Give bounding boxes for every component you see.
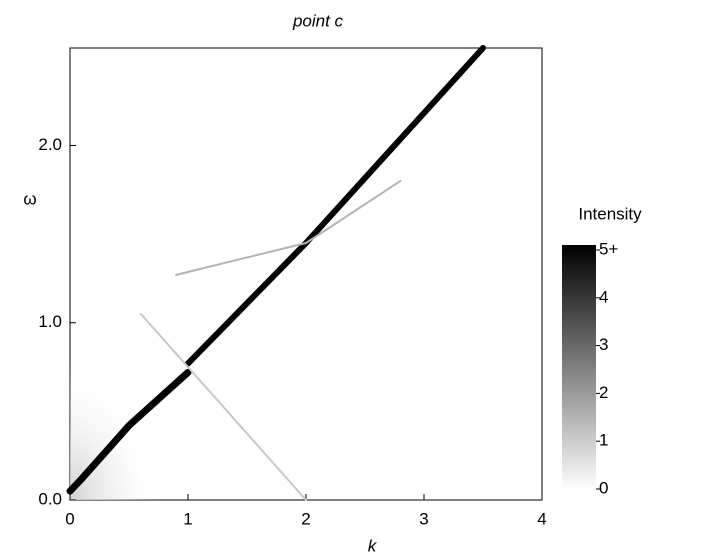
colorbar-tick-label: 1 [599, 431, 608, 450]
colorbar-tick-label: 2 [599, 383, 608, 402]
x-tick-label: 4 [537, 509, 546, 528]
x-tick-label: 3 [419, 509, 428, 528]
chart-title: point c [292, 11, 344, 30]
y-axis-label: ω [23, 189, 36, 208]
x-tick-label: 2 [301, 509, 310, 528]
x-tick-label: 1 [183, 509, 192, 528]
colorbar-title: Intensity [578, 204, 642, 223]
colorbar [562, 245, 596, 490]
colorbar-tick-label: 5+ [599, 239, 618, 258]
y-tick-label: 2.0 [38, 135, 62, 154]
spectral-branch [66, 368, 192, 495]
colorbar-tick-label: 4 [599, 287, 608, 306]
x-tick-label: 0 [65, 509, 74, 528]
colorbar-tick-label: 0 [599, 478, 608, 497]
spectral-branch [139, 312, 307, 501]
x-axis-label: k [368, 536, 378, 555]
y-tick-label: 0.0 [38, 489, 62, 508]
spectral-branch [175, 179, 402, 276]
colorbar-tick-label: 3 [599, 335, 608, 354]
y-tick-label: 1.0 [38, 312, 62, 331]
